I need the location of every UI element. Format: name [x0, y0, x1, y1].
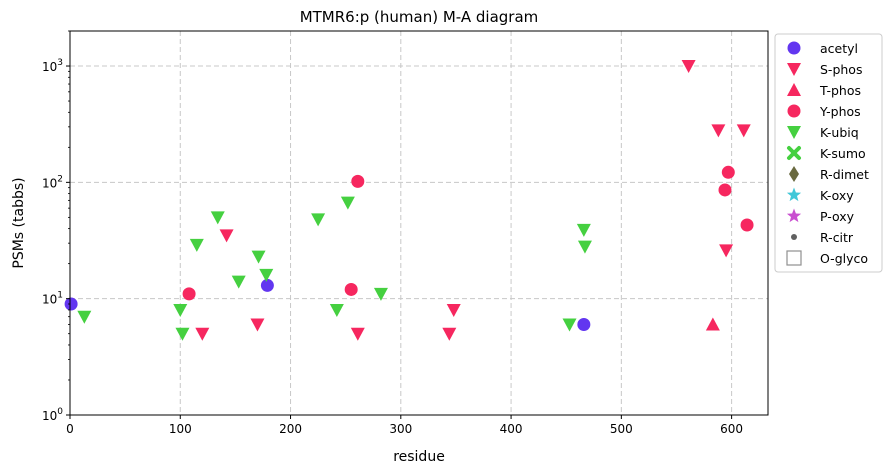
legend-marker-T-phos	[787, 83, 801, 96]
x-tick-label: 600	[720, 422, 743, 436]
legend-marker-P-oxy	[786, 208, 802, 223]
data-point-K-ubiq	[210, 211, 225, 225]
data-point-S-phos	[681, 60, 696, 74]
data-point-K-ubiq	[173, 303, 188, 317]
data-point-S-phos	[711, 124, 726, 138]
data-point-S-phos	[219, 229, 234, 243]
data-point-K-ubiq	[576, 223, 591, 237]
data-point-K-ubiq	[231, 275, 246, 289]
legend-label: S-phos	[820, 62, 862, 77]
data-point-S-phos	[442, 327, 457, 341]
data-markers	[64, 60, 754, 341]
data-point-acetyl	[260, 278, 274, 292]
legend-label: R-citr	[820, 230, 854, 245]
legend-label: acetyl	[820, 41, 858, 56]
chart-title: MTMR6:p (human) M-A diagram	[300, 8, 539, 26]
data-point-K-ubiq	[577, 240, 592, 254]
data-point-Y-phos	[182, 287, 196, 301]
data-point-S-phos	[250, 318, 265, 332]
x-axis: 0 100 200 300 400 500 600	[66, 415, 743, 436]
legend-label: T-phos	[819, 83, 861, 98]
legend-label: O-glyco	[820, 251, 868, 266]
data-point-K-ubiq	[175, 327, 190, 341]
y-axis-label: PSMs (tabbs)	[11, 177, 27, 268]
data-point-acetyl	[64, 297, 78, 311]
data-point-Y-phos	[344, 282, 358, 296]
data-point-K-ubiq	[259, 268, 274, 282]
data-point-K-ubiq	[77, 310, 92, 324]
data-point-S-phos	[719, 244, 734, 258]
legend-box	[774, 33, 883, 273]
x-tick-label: 200	[279, 422, 302, 436]
y-tick-label: 102	[42, 174, 63, 190]
legend-marker-K-sumo	[787, 146, 801, 160]
legend-marker-R-citr	[791, 234, 797, 240]
data-point-S-phos	[736, 124, 751, 138]
y-tick-label: 101	[42, 291, 63, 307]
data-point-Y-phos	[351, 174, 365, 188]
data-point-S-phos	[195, 327, 210, 341]
legend-marker-acetyl	[787, 41, 801, 55]
data-point-K-ubiq	[329, 303, 344, 317]
y-tick-label: 103	[42, 58, 63, 74]
x-tick-label: 300	[389, 422, 412, 436]
y-axis: 100 101 102 103	[42, 30, 70, 423]
grid-lines	[69, 31, 768, 416]
legend-marker-R-dimet	[789, 166, 799, 182]
legend-marker-K-ubiq	[787, 126, 801, 139]
legend-label: R-dimet	[820, 167, 869, 182]
legend-label: K-oxy	[820, 188, 854, 203]
data-point-S-phos	[350, 327, 365, 341]
x-tick-label: 400	[500, 422, 523, 436]
legend-label: Y-phos	[819, 104, 861, 119]
data-point-K-ubiq	[562, 318, 577, 332]
data-point-T-phos	[705, 317, 720, 331]
legend: acetyl S-phos T-phos Y-phos K-ubiq K-sumo R-di…	[774, 33, 883, 273]
x-tick-label: 500	[610, 422, 633, 436]
y-tick-label: 100	[42, 407, 63, 423]
legend-marker-Y-phos	[787, 104, 801, 118]
legend-marker-O-glyco	[786, 250, 802, 266]
legend-label: K-ubiq	[820, 125, 859, 140]
legend-label: P-oxy	[820, 209, 855, 224]
legend-label: K-sumo	[820, 146, 866, 161]
data-point-K-ubiq	[189, 238, 204, 252]
x-tick-label: 100	[169, 422, 192, 436]
x-tick-label: 0	[66, 422, 74, 436]
data-point-K-ubiq	[311, 213, 326, 227]
data-point-Y-phos	[721, 165, 735, 179]
data-point-K-ubiq	[251, 250, 266, 264]
data-point-Y-phos	[740, 218, 754, 232]
data-point-K-ubiq	[373, 287, 388, 301]
x-stroke	[787, 146, 801, 160]
x-axis-label: residue	[393, 449, 445, 465]
data-point-acetyl	[577, 317, 591, 331]
data-point-S-phos	[446, 303, 461, 317]
data-point-K-ubiq	[340, 196, 355, 210]
data-point-Y-phos	[718, 183, 732, 197]
legend-marker-S-phos	[787, 63, 801, 76]
plot-frame	[69, 30, 769, 416]
legend-marker-K-oxy	[786, 187, 802, 202]
